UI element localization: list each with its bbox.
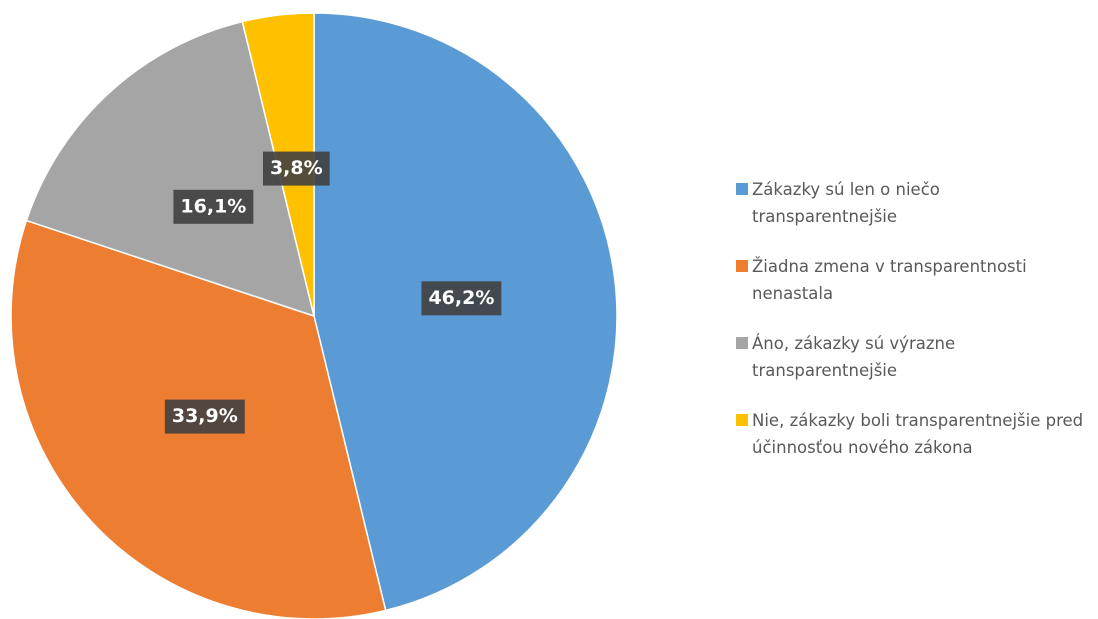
legend-swatch	[736, 183, 748, 195]
legend: Zákazky sú len o niečo transparentnejšie…	[736, 176, 1086, 484]
legend-label: Nie, zákazky boli transparentnejšie pred…	[752, 411, 1084, 457]
data-label-box	[262, 151, 330, 186]
data-label-box	[173, 189, 254, 224]
legend-label: Zákazky sú len o niečo transparentnejšie	[752, 180, 940, 226]
data-label: 46,2%	[421, 281, 502, 316]
legend-swatch	[736, 414, 748, 426]
data-label: 33,9%	[164, 399, 245, 434]
legend-swatch	[736, 260, 748, 272]
data-label-text: 33,9%	[172, 405, 238, 427]
legend-item: Áno, zákazky sú výrazne transparentnejši…	[736, 330, 1086, 384]
legend-label: Žiadna zmena v transparentnosti nenastal…	[752, 257, 1027, 303]
legend-item: Žiadna zmena v transparentnosti nenastal…	[736, 253, 1086, 307]
data-label-box	[164, 399, 245, 434]
legend-swatch	[736, 337, 748, 349]
legend-item: Nie, zákazky boli transparentnejšie pred…	[736, 407, 1086, 461]
data-label-text: 3,8%	[270, 157, 323, 179]
data-label-text: 16,1%	[180, 195, 246, 217]
data-label: 3,8%	[262, 151, 330, 186]
legend-label: Áno, zákazky sú výrazne transparentnejši…	[752, 334, 956, 380]
data-label-box	[421, 281, 502, 316]
data-label-text: 46,2%	[428, 287, 494, 309]
data-label: 16,1%	[173, 189, 254, 224]
legend-item: Zákazky sú len o niečo transparentnejšie	[736, 176, 1086, 230]
chart: 46,2% 33,9% 16,1% 3,8%	[10, 12, 618, 619]
pie-slice	[25, 20, 316, 318]
